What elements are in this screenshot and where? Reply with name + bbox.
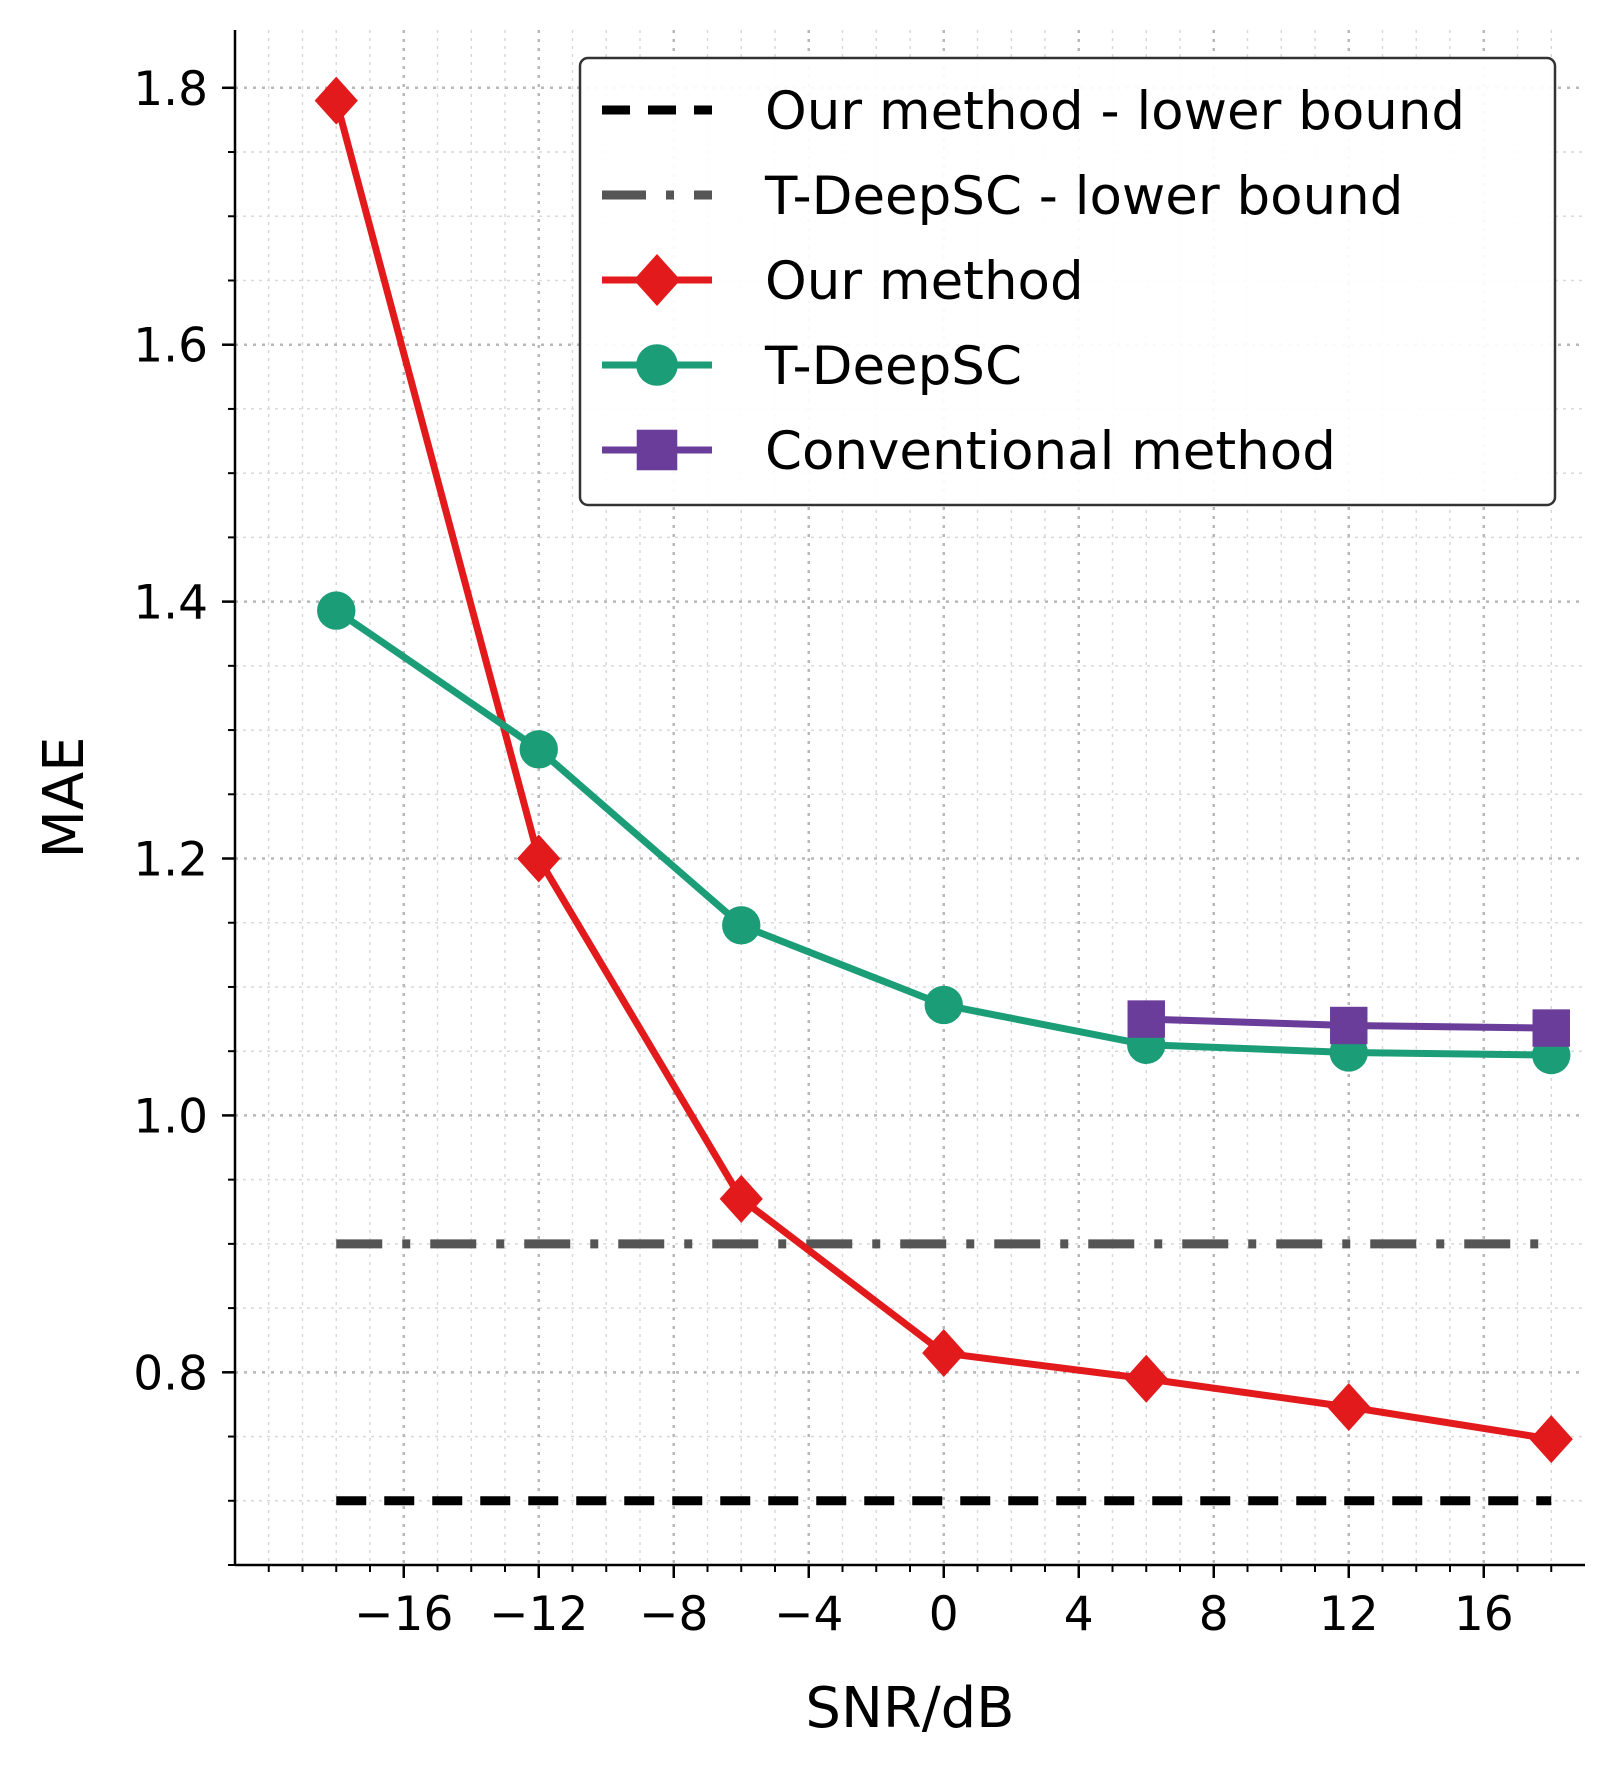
legend-marker (636, 429, 678, 471)
tick-labels: −16 −12 −8 −4 0 4 8 12 16 0.8 1.0 1.2 1.4 1.6 1.8 (133, 62, 1513, 1642)
x-axis-title: SNR/dB (805, 1676, 1014, 1741)
data-point (1330, 1006, 1368, 1045)
legend-item: T-DeepSC - lower bound (602, 166, 1403, 227)
legend-item: Conventional method (602, 421, 1336, 482)
legend: Our method - lower bound T-DeepSC - lower… (578, 56, 1557, 507)
y-tick-label: 1.2 (133, 833, 208, 888)
data-point (314, 76, 358, 125)
x-tick-label: 4 (1064, 1587, 1094, 1642)
series-layer (314, 76, 1573, 1506)
y-tick-label: 1.0 (133, 1089, 208, 1144)
legend-marker (633, 254, 681, 306)
y-axis-title: MAE (32, 736, 97, 858)
data-point (1327, 1383, 1371, 1432)
data-point (722, 906, 761, 945)
data-point (1127, 1000, 1165, 1038)
legend-label: Conventional method (765, 421, 1336, 482)
legend-box (578, 56, 1557, 507)
legend-item: Our method - lower bound (602, 81, 1465, 142)
legend-label: Our method (765, 251, 1084, 312)
data-point (519, 730, 558, 769)
legend-marker (636, 344, 678, 386)
x-tick-label: 8 (1199, 1587, 1229, 1642)
data-point (317, 591, 356, 630)
x-tick-label: −8 (639, 1587, 708, 1642)
y-tick-label: 1.6 (133, 319, 208, 374)
data-point (1124, 1354, 1168, 1403)
x-tick-label: −12 (489, 1587, 588, 1642)
y-tick-label: 1.4 (133, 576, 208, 631)
legend-label: Our method - lower bound (765, 81, 1465, 142)
y-tick-label: 0.8 (133, 1346, 208, 1401)
axes (222, 30, 1585, 1578)
x-tick-label: −4 (774, 1587, 843, 1642)
legend-label: T-DeepSC (764, 336, 1022, 397)
series-our-method (314, 76, 1573, 1464)
legend-label: T-DeepSC - lower bound (764, 166, 1403, 227)
legend-item: T-DeepSC (602, 336, 1022, 397)
series-conventional-method (1127, 1000, 1570, 1047)
data-point (1529, 1415, 1573, 1464)
data-point (1532, 1009, 1570, 1047)
data-point (517, 834, 561, 883)
y-tick-label: 1.8 (133, 62, 208, 117)
x-tick-label: 16 (1454, 1587, 1514, 1642)
legend-item: Our method (602, 251, 1084, 312)
data-point (719, 1174, 763, 1223)
x-tick-label: 12 (1319, 1587, 1379, 1642)
data-point (922, 1329, 966, 1378)
x-tick-label: −16 (354, 1587, 453, 1642)
data-point (924, 985, 963, 1025)
x-tick-label: 0 (929, 1587, 959, 1642)
